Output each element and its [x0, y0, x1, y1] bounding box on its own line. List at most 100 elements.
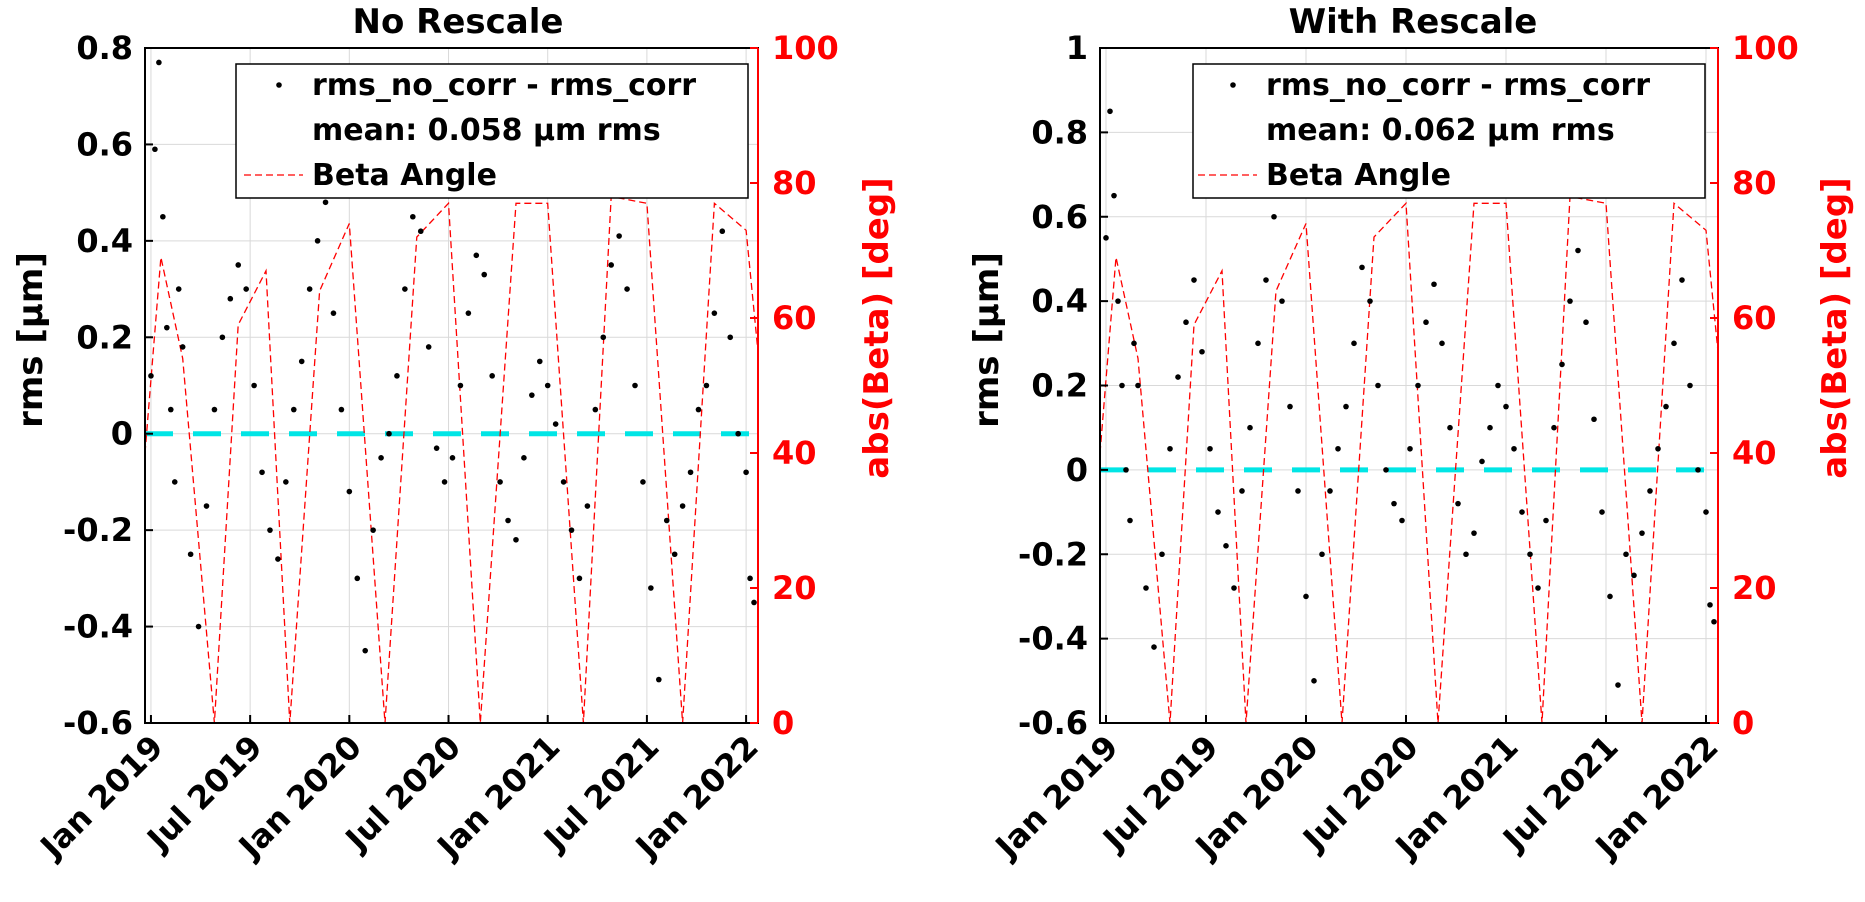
data-point — [600, 334, 607, 341]
legend-mean-label: mean: 0.062 µm rms — [1266, 113, 1615, 148]
data-point — [1687, 382, 1693, 389]
data-point — [1655, 445, 1661, 452]
data-point — [544, 382, 551, 389]
data-point — [1391, 500, 1397, 507]
data-point — [1543, 517, 1549, 524]
left-axis-ticks: -0.6 -0.4 -0.2 0 0.2 0.4 0.6 0.8 1 — [1018, 29, 1108, 742]
y-tick-label: 0.4 — [1031, 282, 1088, 320]
data-point — [1127, 517, 1133, 524]
data-point — [1431, 281, 1437, 288]
data-point — [1231, 585, 1237, 591]
y-tick-label: 0.8 — [1031, 113, 1088, 151]
data-point — [1439, 340, 1445, 347]
data-point — [513, 536, 519, 543]
y2-tick-label: 0 — [772, 704, 794, 742]
data-point — [1271, 213, 1277, 220]
data-point — [1703, 509, 1709, 515]
data-point — [1327, 488, 1333, 494]
data-point — [465, 310, 472, 316]
data-point — [433, 445, 440, 451]
data-point — [314, 238, 321, 244]
data-point — [1319, 551, 1325, 558]
y-tick-label: 0 — [1066, 451, 1088, 489]
data-point — [283, 479, 289, 485]
y-axis-label: rms [µm] — [11, 252, 51, 428]
data-point — [1663, 403, 1669, 410]
data-point — [1527, 551, 1533, 558]
data-point — [441, 479, 448, 485]
data-point — [1263, 277, 1269, 283]
data-point — [235, 262, 242, 268]
data-point — [751, 599, 757, 606]
data-point — [1471, 530, 1477, 536]
data-point — [1495, 382, 1501, 389]
data-point — [735, 430, 741, 437]
data-point — [370, 527, 376, 533]
data-point — [687, 469, 694, 476]
data-point — [1551, 424, 1557, 431]
data-point — [616, 233, 622, 239]
data-point — [1707, 602, 1713, 608]
data-point — [648, 585, 654, 591]
data-point — [394, 373, 400, 379]
data-point — [227, 295, 234, 302]
data-point — [290, 406, 297, 413]
data-point — [703, 382, 710, 389]
data-point — [1623, 551, 1629, 558]
data-point — [711, 310, 718, 316]
chart-title: No Rescale — [353, 2, 564, 42]
data-point — [592, 406, 599, 413]
data-point — [568, 527, 575, 533]
data-point — [187, 551, 194, 558]
data-point — [1311, 678, 1317, 684]
x-tick-label: Jan 2019 — [32, 728, 171, 867]
points-layer — [1103, 108, 1717, 688]
data-point — [1119, 382, 1125, 389]
data-point — [671, 551, 678, 558]
data-point — [1375, 382, 1381, 389]
data-point — [259, 469, 265, 476]
beta-angle-line — [1099, 195, 1719, 724]
data-point — [1247, 424, 1253, 431]
data-point — [354, 575, 361, 582]
data-point — [1407, 445, 1413, 452]
data-point — [1455, 500, 1461, 507]
data-point — [1255, 340, 1261, 347]
data-point — [1519, 509, 1525, 515]
y2-axis-label: abs(Beta) [deg] — [857, 177, 897, 478]
data-point — [1343, 403, 1349, 410]
data-point — [267, 527, 273, 533]
data-point — [608, 262, 614, 268]
legend-point-marker — [1230, 82, 1236, 88]
y-axis-label: rms [µm] — [967, 252, 1007, 428]
data-point — [1423, 319, 1429, 326]
right-axis-ticks: 0 20 40 60 80 100 — [750, 29, 839, 742]
legend-mean-label: mean: 0.058 µm rms — [312, 113, 661, 148]
data-point — [330, 310, 337, 316]
data-point — [1367, 298, 1373, 304]
data-point — [1671, 340, 1677, 347]
data-point — [175, 286, 182, 292]
data-point — [410, 213, 416, 220]
data-point — [473, 252, 480, 259]
data-point — [179, 344, 186, 350]
legend-points-label: rms_no_corr - rms_corr — [1266, 68, 1650, 103]
data-point — [560, 479, 567, 485]
data-point — [378, 455, 384, 461]
data-point — [1191, 277, 1197, 283]
data-point — [298, 358, 305, 365]
data-point — [425, 344, 432, 350]
data-point — [1711, 618, 1717, 625]
data-point — [1631, 572, 1637, 579]
data-point — [529, 392, 535, 398]
y-tick-label: 1 — [1066, 29, 1088, 67]
data-point — [275, 556, 281, 562]
legend-points-label: rms_no_corr - rms_corr — [312, 68, 696, 103]
data-point — [195, 623, 202, 630]
y-tick-label: -0.6 — [63, 704, 133, 742]
data-point — [1303, 593, 1309, 600]
y2-tick-label: 60 — [1732, 299, 1777, 337]
data-point — [1199, 348, 1205, 355]
